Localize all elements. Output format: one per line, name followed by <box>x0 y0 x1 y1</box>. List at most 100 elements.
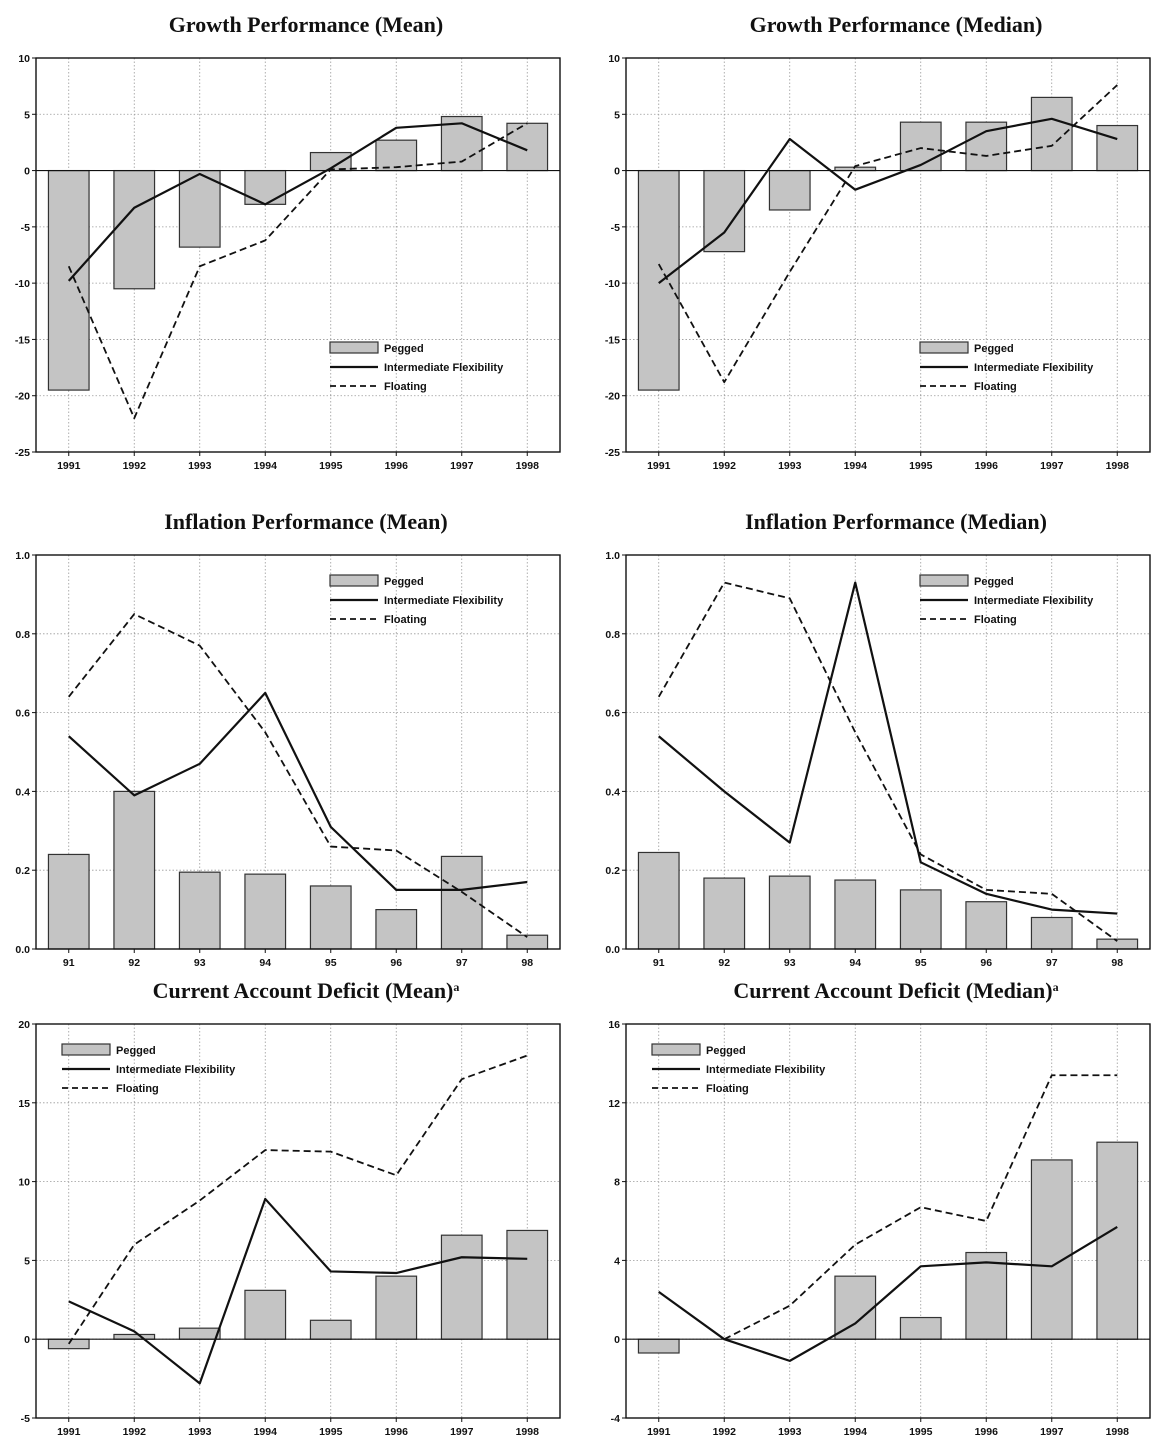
x-tick-label: 1996 <box>975 460 999 472</box>
chart-title: Growth Performance (Mean) <box>169 12 444 37</box>
x-tick-label: 1993 <box>778 460 802 472</box>
title-footnote-mark: a <box>453 980 459 994</box>
x-tick-label: 1993 <box>778 1426 802 1438</box>
y-tick-label: 1.0 <box>15 550 30 562</box>
bar-pegged <box>309 885 352 950</box>
chart-svg: Current Account Deficit (Mean)a 20 15 10 5 0 -… <box>18 978 561 1438</box>
plot-frame <box>35 554 561 950</box>
x-tick-label: 93 <box>784 957 796 969</box>
x-tick-label: 1996 <box>385 460 409 472</box>
bar-pegged <box>965 1251 1008 1340</box>
chart-title: Current Account Deficit (Median)a <box>733 978 1058 1003</box>
legend: Pegged Intermediate Flexibility Floating <box>329 574 504 626</box>
x-tick-label: 1994 <box>254 1426 278 1438</box>
bar-pegged <box>1096 1141 1139 1340</box>
chart-current-account-median: Current Account Deficit (Median)a 16 12 8 4 0… <box>590 966 1160 1441</box>
chart-growth-median: Growth Performance (Median) 10 5 0 -5 -10 -15 -… <box>590 0 1160 475</box>
legend: Pegged Intermediate Flexibility Floating <box>329 341 504 393</box>
series-line-floating <box>723 1074 1118 1341</box>
x-tick-label: 1998 <box>516 1426 540 1438</box>
legend-label: Intermediate Flexibility <box>384 362 504 374</box>
legend-label: Floating <box>706 1083 749 1095</box>
series-line-intermediate <box>68 1197 528 1385</box>
chart-inflation-mean: Inflation Performance (Mean) 1.0 0.8 0.6 0.4… <box>0 497 570 972</box>
chart-svg: Growth Performance (Mean) 10 5 0 -5 -10 -15 -20… <box>15 12 561 472</box>
series-line-floating <box>67 1054 528 1345</box>
legend-label: Pegged <box>974 343 1014 355</box>
x-tick-label: 1991 <box>57 460 81 472</box>
legend-label: Floating <box>974 614 1017 626</box>
chart-growth-mean: Growth Performance (Mean) 10 5 0 -5 -10 -15 -20… <box>0 0 570 475</box>
legend-label: Pegged <box>116 1045 156 1057</box>
plot-frame <box>35 1023 561 1419</box>
legend-label: Pegged <box>384 576 424 588</box>
bar-pegged <box>440 1234 483 1340</box>
bar-pegged <box>47 853 90 950</box>
y-tick-label: 15 <box>18 1098 30 1110</box>
y-tick-label: -5 <box>21 1413 30 1425</box>
x-tick-label: 93 <box>194 957 206 969</box>
chart-svg: Inflation Performance (Median) 1.0 0.8 0.6 0… <box>605 509 1151 969</box>
bar-pegged <box>965 901 1008 950</box>
y-tick-label: -25 <box>15 447 30 459</box>
legend-label: Floating <box>384 381 427 393</box>
y-tick-label: 0.8 <box>15 629 30 641</box>
series-line-floating <box>67 122 528 420</box>
legend-swatch-pegged <box>329 341 379 354</box>
x-tick-label: 1995 <box>909 460 933 472</box>
y-tick-label: 8 <box>614 1177 620 1189</box>
y-tick-label: 1.0 <box>605 550 620 562</box>
legend-label: Floating <box>384 614 427 626</box>
legend-label: Intermediate Flexibility <box>384 595 504 607</box>
x-tick-label: 1995 <box>909 1426 933 1438</box>
y-tick-label: 0 <box>614 166 620 178</box>
y-tick-label: 0 <box>24 1334 30 1346</box>
legend-label: Pegged <box>384 343 424 355</box>
x-tick-label: 1996 <box>975 1426 999 1438</box>
x-tick-label: 98 <box>521 957 533 969</box>
chart-title: Inflation Performance (Median) <box>745 509 1047 534</box>
y-tick-label: 0.2 <box>605 865 620 877</box>
y-tick-label: 0.6 <box>15 708 30 720</box>
y-tick-label: 10 <box>18 53 30 65</box>
y-tick-label: -15 <box>15 334 30 346</box>
x-tick-label: 1992 <box>713 1426 737 1438</box>
title-footnote-mark: a <box>1053 980 1059 994</box>
bar-pegged <box>178 1327 221 1340</box>
y-tick-label: 0 <box>614 1334 620 1346</box>
series-line-intermediate <box>67 122 528 282</box>
y-tick-label: 0 <box>24 166 30 178</box>
x-tick-label: 98 <box>1111 957 1123 969</box>
x-tick-label: 92 <box>128 957 140 969</box>
legend-label: Intermediate Flexibility <box>974 595 1094 607</box>
legend: Pegged Intermediate Flexibility Floating <box>919 341 1094 393</box>
y-tick-label: -4 <box>611 1413 620 1425</box>
bar-pegged <box>113 169 156 290</box>
bar-pegged <box>637 851 680 950</box>
series-line-intermediate <box>68 691 528 891</box>
bar-pegged <box>637 169 680 391</box>
bar-pegged <box>113 790 156 950</box>
x-tick-label: 92 <box>718 957 730 969</box>
chart-svg: Current Account Deficit (Median)a 16 12 8 4 0… <box>608 978 1151 1438</box>
series-line-floating <box>657 84 1118 384</box>
x-tick-label: 1994 <box>844 1426 868 1438</box>
x-tick-label: 1994 <box>254 460 278 472</box>
bar-pegged <box>113 1333 156 1340</box>
x-tick-label: 1993 <box>188 460 212 472</box>
y-tick-label: 5 <box>614 109 620 121</box>
y-tick-label: -25 <box>605 447 620 459</box>
plot-frame <box>35 57 561 453</box>
bar-pegged <box>244 1289 287 1340</box>
x-tick-label: 1997 <box>450 460 474 472</box>
bar-pegged <box>834 1275 877 1340</box>
legend-swatch-pegged <box>651 1043 701 1056</box>
legend-label: Pegged <box>706 1045 746 1057</box>
y-tick-label: -20 <box>605 391 620 403</box>
y-tick-label: 10 <box>18 1177 30 1189</box>
legend: Pegged Intermediate Flexibility Floating <box>651 1043 826 1095</box>
chart-title: Inflation Performance (Mean) <box>164 509 447 534</box>
bar-pegged <box>178 169 221 248</box>
x-tick-label: 95 <box>915 957 927 969</box>
y-tick-label: 20 <box>18 1019 30 1031</box>
